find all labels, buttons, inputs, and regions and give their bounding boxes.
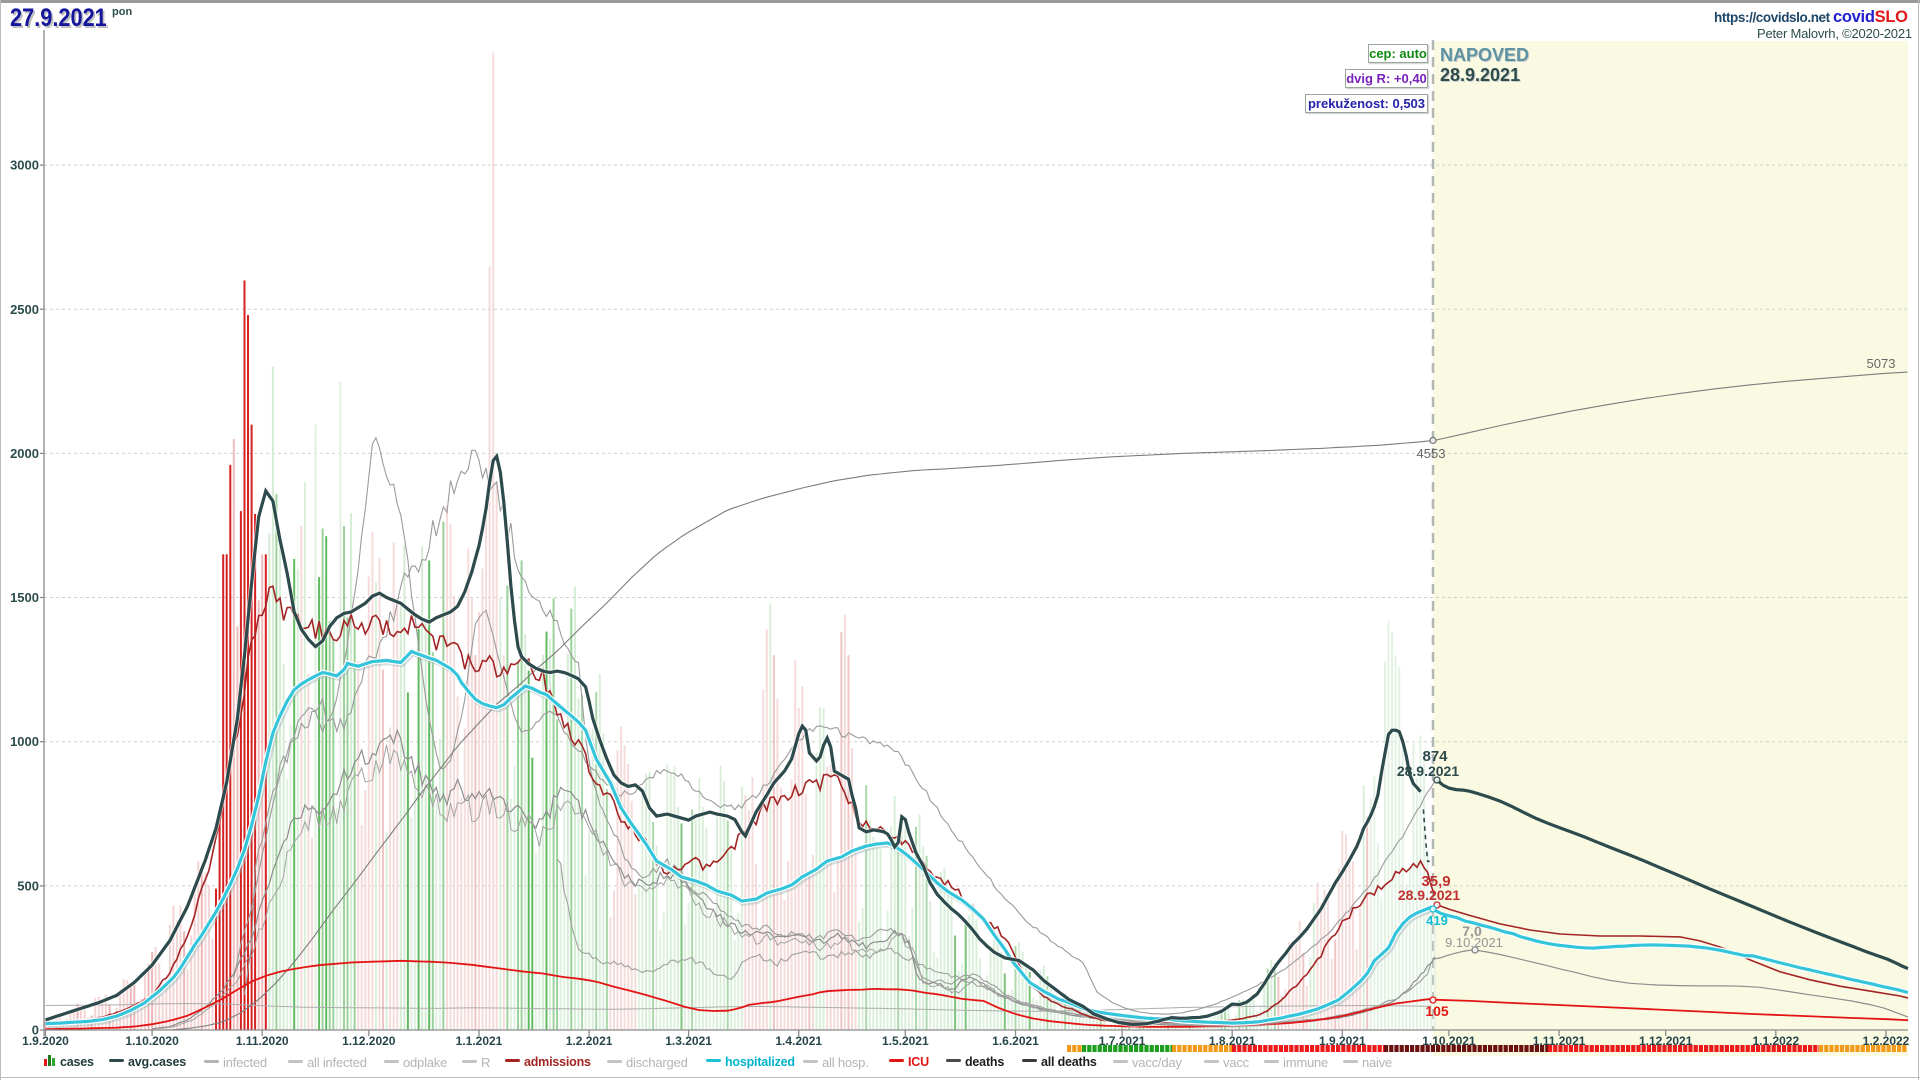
svg-text:1.10.2021: 1.10.2021 <box>1422 1034 1476 1048</box>
svg-text:1.6.2021: 1.6.2021 <box>992 1034 1039 1048</box>
svg-text:1500: 1500 <box>10 590 39 605</box>
svg-text:1.10.2020: 1.10.2020 <box>125 1034 179 1048</box>
svg-text:28.9.2021: 28.9.2021 <box>1397 763 1459 779</box>
svg-text:7,0: 7,0 <box>1462 923 1482 939</box>
svg-text:5073: 5073 <box>1867 356 1896 371</box>
svg-text:500: 500 <box>17 878 39 893</box>
svg-text:105: 105 <box>1425 1003 1449 1019</box>
svg-text:2500: 2500 <box>10 302 39 317</box>
svg-text:1.2.2021: 1.2.2021 <box>566 1034 613 1048</box>
svg-text:1000: 1000 <box>10 734 39 749</box>
svg-text:874: 874 <box>1422 748 1448 765</box>
svg-text:0: 0 <box>32 1023 39 1038</box>
svg-text:1.12.2020: 1.12.2020 <box>342 1034 396 1048</box>
svg-text:1.7.2021: 1.7.2021 <box>1099 1034 1146 1048</box>
svg-text:1.8.2021: 1.8.2021 <box>1209 1034 1256 1048</box>
svg-text:9.10.2021: 9.10.2021 <box>1445 935 1503 950</box>
svg-text:1.3.2021: 1.3.2021 <box>665 1034 712 1048</box>
svg-text:28.9.2021: 28.9.2021 <box>1398 887 1460 903</box>
svg-text:1.1.2022: 1.1.2022 <box>1752 1034 1799 1048</box>
svg-text:4553: 4553 <box>1417 446 1446 461</box>
svg-text:35,9: 35,9 <box>1421 873 1450 890</box>
svg-text:1.11.2020: 1.11.2020 <box>236 1034 289 1048</box>
svg-text:1.9.2020: 1.9.2020 <box>22 1034 69 1048</box>
svg-text:1.1.2021: 1.1.2021 <box>456 1034 503 1048</box>
svg-text:1.5.2021: 1.5.2021 <box>882 1034 929 1048</box>
svg-text:1.2.2022: 1.2.2022 <box>1863 1034 1910 1048</box>
svg-text:419: 419 <box>1426 913 1448 928</box>
svg-text:3000: 3000 <box>10 158 39 173</box>
svg-text:2000: 2000 <box>10 446 39 461</box>
svg-text:1.11.2021: 1.11.2021 <box>1533 1034 1586 1048</box>
svg-text:1.9.2021: 1.9.2021 <box>1319 1034 1366 1048</box>
svg-text:1.12.2021: 1.12.2021 <box>1639 1034 1693 1048</box>
svg-text:1.4.2021: 1.4.2021 <box>775 1034 822 1048</box>
